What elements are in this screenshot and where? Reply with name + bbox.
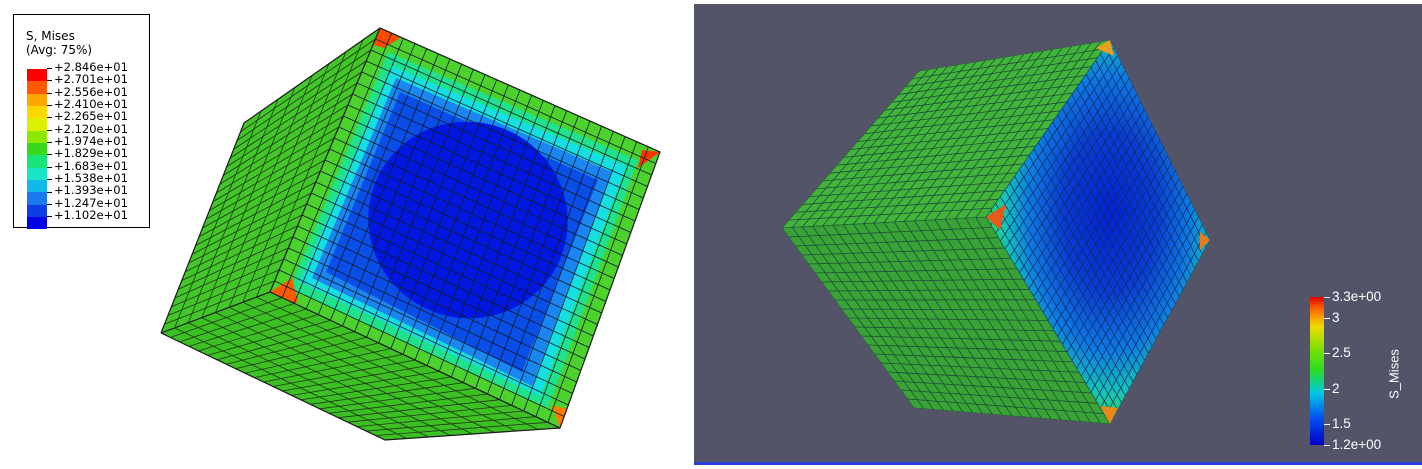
cube-front-face-grid	[270, 28, 660, 428]
legend-label: +2.846e+01	[54, 60, 128, 74]
paraview-panel: 3.3e+00 3 2.5 2 1.5 1.2e+00 S_Mises	[694, 0, 1422, 469]
right-mesh-cube	[782, 40, 1210, 424]
legend-label: +2.410e+01	[54, 97, 128, 112]
stress-core	[368, 121, 568, 319]
legend-label: +1.393e+01	[54, 183, 128, 198]
legend-swatch	[27, 167, 47, 181]
legend-tick	[47, 216, 52, 218]
colorbar-label: 1.5	[1332, 416, 1351, 431]
legend-swatch	[27, 93, 47, 107]
legend-swatch	[27, 143, 47, 156]
left-mesh-cube	[160, 27, 661, 441]
colorbar-label: 2.5	[1332, 345, 1351, 360]
legend-tick	[47, 80, 52, 82]
legend-tick	[47, 105, 52, 107]
legend-labels: +2.846e+01 +2.701e+01 +2.556e+01 +2.410e+01…	[54, 60, 128, 223]
viewport-active-border	[694, 462, 1422, 465]
colorbar-tick	[1324, 297, 1330, 298]
colorbar-tick	[1324, 318, 1330, 319]
colorbar-tick	[1324, 353, 1330, 354]
legend-tick	[47, 191, 52, 193]
paraview-viewport[interactable]	[694, 4, 1422, 462]
legend-tick	[47, 203, 52, 205]
legend-swatches	[27, 69, 47, 230]
legend-title: S, Mises	[26, 29, 75, 43]
colorbar-tick	[1324, 445, 1330, 446]
legend-subtitle: (Avg: 75%)	[26, 43, 93, 57]
cube-left-face-grid	[161, 28, 380, 333]
cube-top-face	[782, 40, 1110, 228]
legend-tick	[47, 129, 52, 131]
legend-label: +2.265e+01	[54, 109, 128, 124]
legend-label: +2.556e+01	[54, 84, 128, 99]
abaqus-viewport[interactable]: S, Mises (Avg: 75%) +2.846e+01 +2.701e+01…	[0, 0, 694, 469]
legend-tick	[47, 68, 52, 69]
legend-swatch	[27, 81, 47, 94]
legend-tick	[47, 154, 52, 156]
cube-left-face	[782, 217, 1110, 424]
legend-swatch	[27, 106, 47, 119]
legend-label: +1.247e+01	[54, 195, 128, 210]
colorbar-label: 2	[1332, 381, 1340, 396]
legend-swatch	[27, 155, 47, 168]
legend-tick	[47, 92, 52, 94]
legend-tick	[47, 117, 52, 119]
legend-swatch	[27, 180, 47, 193]
colorbar-label: 1.2e+00	[1332, 437, 1382, 452]
colorbar-tick	[1324, 424, 1330, 425]
colorbar-label: 3	[1332, 310, 1340, 325]
colorbar-title: S_Mises	[1386, 349, 1402, 399]
colorbar-tick	[1324, 389, 1330, 390]
legend-label: +1.829e+01	[54, 146, 128, 161]
cube-bottom-face	[161, 292, 560, 440]
legend-label: +2.701e+01	[54, 72, 128, 87]
legend-tick	[47, 166, 52, 168]
legend-tick	[47, 142, 52, 144]
legend-swatch	[27, 192, 47, 205]
legend-swatch	[27, 204, 47, 218]
legend-swatch	[27, 217, 47, 230]
legend-tick	[47, 179, 52, 181]
colorbar-label: 3.3e+00	[1332, 289, 1382, 304]
legend-swatch	[27, 130, 47, 144]
legend-label: +1.538e+01	[54, 171, 128, 186]
legend-label: +2.120e+01	[54, 121, 128, 136]
legend-swatch	[27, 118, 47, 131]
legend-label: +1.974e+01	[54, 134, 128, 149]
legend-label: +1.683e+01	[54, 158, 128, 173]
legend-label: +1.102e+01	[54, 208, 128, 223]
legend-swatch	[27, 69, 47, 82]
colorbar-gradient	[1310, 297, 1324, 445]
stress-legend: S, Mises (Avg: 75%) +2.846e+01 +2.701e+01…	[13, 14, 150, 230]
